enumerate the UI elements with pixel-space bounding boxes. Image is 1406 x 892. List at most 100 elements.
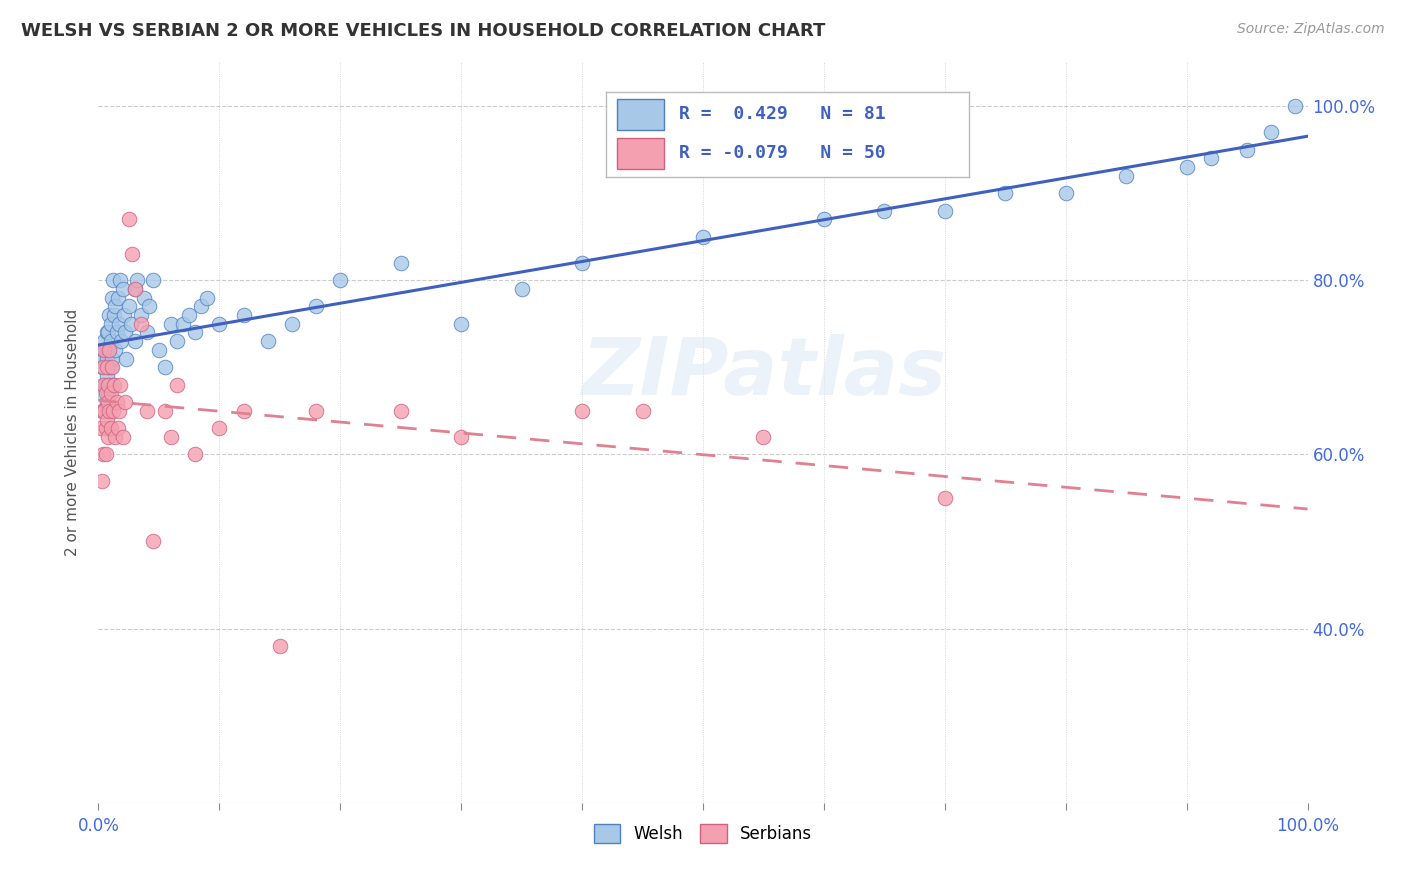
Point bbox=[118, 299, 141, 313]
Point bbox=[97, 395, 120, 409]
Point bbox=[256, 334, 278, 348]
Point bbox=[135, 326, 157, 340]
Point bbox=[108, 377, 131, 392]
Point bbox=[93, 334, 115, 348]
Point bbox=[110, 334, 132, 348]
Point bbox=[103, 308, 125, 322]
Point bbox=[105, 326, 128, 340]
Point bbox=[142, 273, 165, 287]
Point bbox=[115, 351, 138, 366]
Point bbox=[101, 377, 124, 392]
Point bbox=[153, 360, 176, 375]
Point bbox=[934, 491, 956, 505]
Point bbox=[100, 317, 122, 331]
Point bbox=[93, 351, 115, 366]
Point bbox=[190, 299, 212, 313]
Point bbox=[100, 334, 122, 348]
Point bbox=[305, 404, 328, 418]
Point bbox=[91, 377, 114, 392]
Point bbox=[389, 404, 412, 418]
Point bbox=[96, 351, 118, 366]
Point bbox=[994, 186, 1017, 200]
Point bbox=[91, 404, 114, 418]
Y-axis label: 2 or more Vehicles in Household: 2 or more Vehicles in Household bbox=[65, 309, 80, 557]
Point bbox=[101, 273, 124, 287]
Point bbox=[101, 404, 124, 418]
Point bbox=[160, 430, 183, 444]
Point bbox=[103, 377, 125, 392]
Point bbox=[93, 343, 115, 357]
Point bbox=[100, 386, 122, 401]
Point bbox=[96, 369, 118, 384]
Point bbox=[571, 256, 593, 270]
Point bbox=[100, 351, 122, 366]
Point bbox=[94, 377, 117, 392]
Point bbox=[450, 317, 472, 331]
Point bbox=[134, 291, 156, 305]
Text: Source: ZipAtlas.com: Source: ZipAtlas.com bbox=[1237, 22, 1385, 37]
Text: ZIPatlas: ZIPatlas bbox=[581, 334, 946, 412]
Point bbox=[124, 282, 146, 296]
Point bbox=[108, 273, 131, 287]
Point bbox=[114, 326, 136, 340]
Point bbox=[94, 343, 117, 357]
Point bbox=[934, 203, 956, 218]
Point bbox=[692, 229, 714, 244]
Point bbox=[232, 308, 254, 322]
Point bbox=[127, 273, 149, 287]
Point bbox=[232, 404, 254, 418]
Point bbox=[104, 430, 127, 444]
Point bbox=[142, 534, 165, 549]
Point bbox=[166, 377, 188, 392]
Point bbox=[90, 421, 112, 435]
Point bbox=[129, 317, 152, 331]
Point bbox=[96, 360, 118, 375]
Point bbox=[107, 291, 129, 305]
Text: WELSH VS SERBIAN 2 OR MORE VEHICLES IN HOUSEHOLD CORRELATION CHART: WELSH VS SERBIAN 2 OR MORE VEHICLES IN H… bbox=[21, 22, 825, 40]
Point bbox=[97, 421, 120, 435]
Point bbox=[184, 447, 207, 461]
Point bbox=[104, 299, 127, 313]
Point bbox=[98, 343, 121, 357]
Point bbox=[1175, 160, 1198, 174]
Point bbox=[114, 395, 136, 409]
Point bbox=[631, 404, 654, 418]
Point bbox=[97, 360, 120, 375]
Point bbox=[1199, 151, 1222, 165]
Point bbox=[124, 334, 146, 348]
Point bbox=[97, 377, 120, 392]
Point bbox=[98, 404, 121, 418]
Point bbox=[96, 412, 118, 426]
Point bbox=[135, 404, 157, 418]
Point bbox=[873, 203, 896, 218]
Point bbox=[1054, 186, 1077, 200]
Point bbox=[98, 343, 121, 357]
Point bbox=[1284, 99, 1306, 113]
Point bbox=[208, 421, 231, 435]
Point bbox=[94, 421, 117, 435]
Point bbox=[108, 404, 131, 418]
Point bbox=[100, 291, 122, 305]
Point bbox=[172, 317, 194, 331]
Point bbox=[93, 404, 115, 418]
Point bbox=[120, 317, 142, 331]
Point bbox=[97, 430, 120, 444]
Point bbox=[91, 404, 114, 418]
Point bbox=[93, 377, 115, 392]
Point bbox=[112, 308, 135, 322]
Point bbox=[160, 317, 183, 331]
Point bbox=[96, 395, 118, 409]
Point bbox=[98, 377, 121, 392]
Point bbox=[100, 360, 122, 375]
Point bbox=[813, 212, 835, 227]
Point bbox=[121, 247, 143, 261]
Point bbox=[510, 282, 533, 296]
Point bbox=[97, 326, 120, 340]
Point bbox=[104, 343, 127, 357]
Point bbox=[111, 430, 134, 444]
Point bbox=[752, 430, 775, 444]
Point bbox=[138, 299, 160, 313]
Point bbox=[208, 317, 231, 331]
Point bbox=[100, 421, 122, 435]
Point bbox=[329, 273, 352, 287]
